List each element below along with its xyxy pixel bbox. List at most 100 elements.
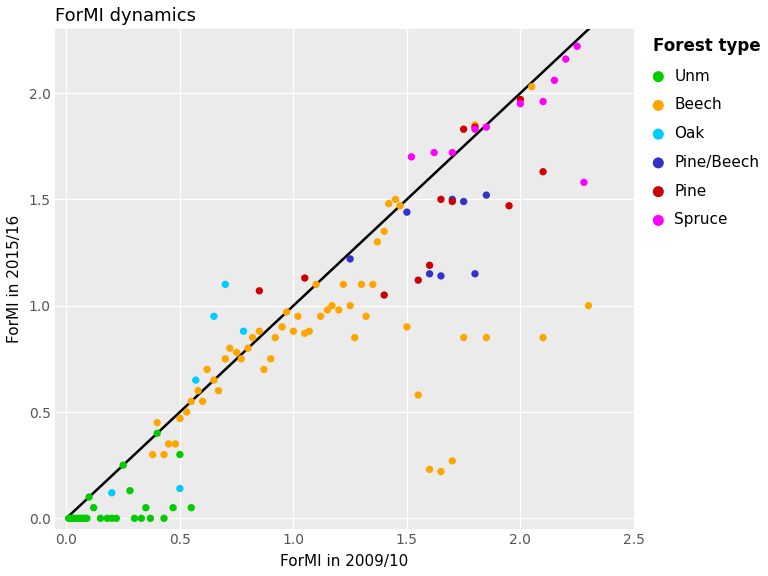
Beech xyxy=(435,467,447,476)
Spruce xyxy=(571,41,583,51)
Unm xyxy=(151,429,164,438)
Pine xyxy=(435,195,447,204)
Spruce xyxy=(548,75,561,85)
Beech xyxy=(480,333,492,342)
Unm xyxy=(144,514,157,523)
Beech xyxy=(287,327,300,336)
Beech xyxy=(366,280,379,289)
Beech xyxy=(151,418,164,427)
Oak xyxy=(219,280,231,289)
Beech xyxy=(303,327,316,336)
Text: ForMI dynamics: ForMI dynamics xyxy=(55,7,196,25)
Beech xyxy=(208,376,220,385)
Pine/Beech xyxy=(468,269,481,278)
Pine xyxy=(468,123,481,132)
Beech xyxy=(276,323,288,332)
Beech xyxy=(180,407,193,416)
Beech xyxy=(344,301,356,310)
Beech xyxy=(356,280,368,289)
Pine/Beech xyxy=(446,195,458,204)
Unm xyxy=(101,514,114,523)
Y-axis label: ForMI in 2015/16: ForMI in 2015/16 xyxy=(7,215,22,343)
Beech xyxy=(253,327,266,336)
Beech xyxy=(219,354,231,363)
Pine xyxy=(253,286,266,295)
Unm xyxy=(74,514,86,523)
Unm xyxy=(110,514,122,523)
Beech xyxy=(192,386,204,395)
Spruce xyxy=(515,99,527,108)
Unm xyxy=(71,514,84,523)
Unm xyxy=(76,514,88,523)
Beech xyxy=(412,391,425,400)
X-axis label: ForMI in 2009/10: ForMI in 2009/10 xyxy=(280,554,409,569)
Beech xyxy=(468,120,481,130)
Unm xyxy=(81,514,93,523)
Beech xyxy=(360,312,372,321)
Beech xyxy=(264,354,276,363)
Spruce xyxy=(537,97,549,106)
Beech xyxy=(401,323,413,332)
Beech xyxy=(292,312,304,321)
Pine/Beech xyxy=(435,271,447,281)
Oak xyxy=(237,327,250,336)
Beech xyxy=(389,195,402,204)
Beech xyxy=(147,450,159,459)
Pine/Beech xyxy=(423,269,435,278)
Pine/Beech xyxy=(480,191,492,200)
Spruce xyxy=(446,148,458,157)
Beech xyxy=(582,301,594,310)
Spruce xyxy=(428,148,440,157)
Beech xyxy=(310,280,323,289)
Unm xyxy=(128,514,141,523)
Beech xyxy=(378,227,390,236)
Beech xyxy=(258,365,270,374)
Spruce xyxy=(468,124,481,134)
Oak xyxy=(190,376,202,385)
Spruce xyxy=(406,152,418,161)
Beech xyxy=(201,365,214,374)
Beech xyxy=(314,312,326,321)
Unm xyxy=(67,514,79,523)
Beech xyxy=(185,397,197,406)
Unm xyxy=(185,503,197,512)
Beech xyxy=(537,333,549,342)
Pine/Beech xyxy=(344,254,356,263)
Beech xyxy=(269,333,281,342)
Unm xyxy=(140,503,152,512)
Oak xyxy=(106,488,118,498)
Beech xyxy=(158,450,170,459)
Beech xyxy=(242,344,254,353)
Beech xyxy=(321,305,333,314)
Pine xyxy=(537,167,549,176)
Pine xyxy=(423,261,435,270)
Unm xyxy=(167,503,179,512)
Beech xyxy=(394,201,406,210)
Unm xyxy=(158,514,170,523)
Spruce xyxy=(578,178,590,187)
Beech xyxy=(333,305,345,314)
Beech xyxy=(230,348,243,357)
Beech xyxy=(235,354,247,363)
Beech xyxy=(174,414,186,423)
Oak xyxy=(208,312,220,321)
Beech xyxy=(525,82,538,91)
Unm xyxy=(65,514,77,523)
Beech xyxy=(337,280,349,289)
Pine xyxy=(458,124,470,134)
Beech xyxy=(223,344,236,353)
Pine xyxy=(412,275,425,285)
Unm xyxy=(62,514,74,523)
Beech xyxy=(371,237,383,247)
Beech xyxy=(326,301,338,310)
Beech xyxy=(423,465,435,474)
Spruce xyxy=(480,123,492,132)
Pine xyxy=(299,274,311,283)
Pine/Beech xyxy=(458,197,470,206)
Oak xyxy=(174,484,186,493)
Pine xyxy=(446,197,458,206)
Unm xyxy=(117,461,129,470)
Unm xyxy=(78,514,91,523)
Legend: Unm, Beech, Oak, Pine/Beech, Pine, Spruce: Unm, Beech, Oak, Pine/Beech, Pine, Spruc… xyxy=(653,37,761,228)
Unm xyxy=(88,503,100,512)
